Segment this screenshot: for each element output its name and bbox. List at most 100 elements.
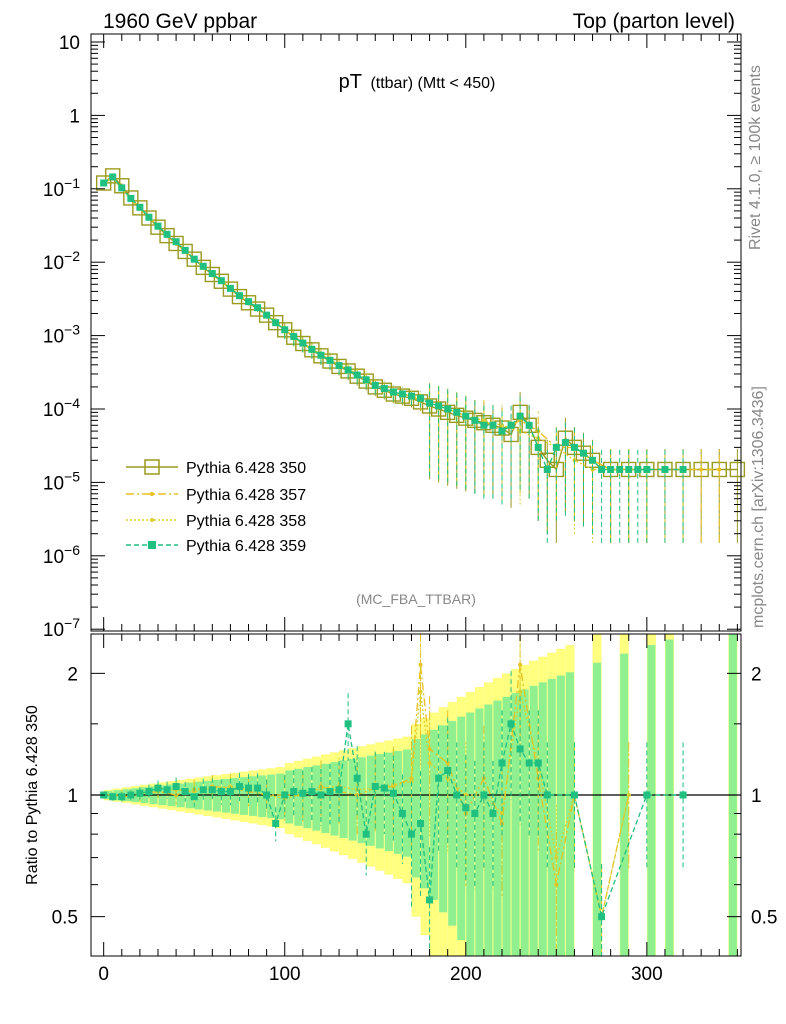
legend-label-350: Pythia 6.428 350: [186, 460, 306, 477]
data-point: [489, 421, 497, 429]
data-point: [507, 421, 515, 429]
ratio-data-point: [290, 788, 298, 796]
data-point: [453, 408, 461, 416]
main-axes: 10 1 10−1 10−2 10−3 10−4 10−5 10−6 10−7: [43, 33, 741, 641]
ratio-data-point: [516, 745, 524, 753]
ratio-data-point: [389, 789, 397, 797]
data-point: [263, 311, 271, 319]
data-point: [552, 443, 560, 451]
data-point: [516, 412, 524, 420]
band-green: [430, 729, 439, 900]
band-green: [565, 672, 574, 956]
band-green: [239, 777, 249, 815]
band-green: [285, 770, 294, 824]
band-green: [466, 712, 475, 956]
ratio-data-point: [199, 786, 207, 794]
data-point: [661, 465, 669, 473]
data-point: [136, 203, 144, 211]
data-point: [299, 339, 307, 347]
band-green: [221, 778, 230, 813]
band-green: [312, 765, 321, 831]
ratio-data-point: [463, 793, 468, 797]
data-point: [308, 345, 316, 353]
chart-title-sub: (ttbar) (Mtt < 450): [370, 75, 495, 92]
main-plot: pT (ttbar) (Mtt < 450) (MC_FBA_TTBAR) 10…: [43, 33, 746, 641]
band-green: [357, 757, 366, 844]
main-series: [95, 168, 746, 543]
band-green: [647, 645, 656, 956]
band-green: [402, 749, 411, 857]
ratio-data-point: [245, 784, 253, 792]
ratio-data-point: [407, 830, 415, 838]
band-green: [384, 752, 393, 852]
ratio-frame: [90, 633, 742, 957]
band-green: [620, 653, 629, 956]
data-point: [213, 273, 230, 289]
legend-label-359: Pythia 6.428 359: [186, 538, 306, 555]
legend-item-350: Pythia 6.428 350: [126, 459, 306, 477]
series-line: [103, 174, 738, 471]
legend-label-358: Pythia 6.428 358: [186, 513, 306, 530]
ratio-data-point: [643, 791, 651, 799]
y-tick-label: 10−7: [43, 615, 80, 641]
data-point: [471, 416, 479, 424]
ratio-data-point: [109, 793, 117, 801]
legend-item-358: Pythia 6.428 358: [126, 513, 306, 530]
data-point: [186, 251, 202, 267]
data-point: [353, 371, 361, 379]
data-point: [579, 449, 587, 457]
data-point: [634, 465, 642, 473]
data-point: [123, 190, 139, 206]
ratio-y-tick-label: 2: [67, 664, 78, 685]
series-line: [103, 176, 684, 472]
ratio-data-point: [489, 809, 497, 817]
data-point: [190, 255, 198, 263]
ratio-data-point: [507, 720, 515, 728]
ratio-data-point: [353, 774, 361, 782]
data-point: [500, 423, 505, 428]
ratio-data-point: [498, 759, 506, 767]
ratio-data-point: [554, 855, 559, 860]
data-point: [417, 394, 425, 402]
data-point: [570, 443, 578, 451]
ratio-series: [100, 634, 687, 956]
ratio-data-point: [471, 809, 479, 817]
band-green: [321, 763, 330, 834]
ratio-data-point: [172, 782, 180, 790]
legend-label-357: Pythia 6.428 357: [186, 487, 306, 504]
ratio-y-tick-label-right: 0.5: [751, 908, 777, 929]
ratio-data-point: [263, 791, 271, 799]
band-green: [457, 716, 466, 941]
data-point: [254, 304, 262, 312]
band-green: [303, 767, 312, 829]
series-line: [103, 177, 720, 471]
band-green: [593, 662, 602, 956]
ratio-data-point: [326, 788, 334, 796]
legend-item-357: Pythia 6.428 357: [126, 487, 306, 504]
data-point: [699, 467, 704, 472]
data-point: [199, 262, 207, 270]
band-green: [547, 678, 556, 956]
band-green: [439, 725, 448, 913]
legend-item-359: Pythia 6.428 359: [126, 538, 306, 555]
data-point: [132, 200, 148, 216]
mcplots-label: mcplots.cern.ch [arXiv:1306.3436]: [750, 386, 767, 628]
data-point: [444, 405, 452, 413]
ratio-data-point: [317, 791, 325, 799]
data-point: [543, 465, 551, 473]
ratio-data-point: [462, 804, 470, 812]
x-tick-label: 200: [450, 964, 482, 985]
ratio-data-point: [480, 791, 488, 799]
y-tick-label: 10−2: [43, 248, 80, 274]
data-point: [335, 362, 343, 370]
ratio-data-point: [518, 689, 523, 694]
data-point: [154, 222, 162, 230]
rivet-label: Rivet 4.1.0, ≥ 100k events: [747, 65, 764, 250]
data-point: [105, 168, 121, 184]
ratio-data-point: [254, 784, 262, 792]
data-point: [607, 465, 615, 473]
data-point: [380, 385, 388, 393]
ratio-data-point: [235, 782, 243, 790]
data-point: [407, 392, 415, 400]
